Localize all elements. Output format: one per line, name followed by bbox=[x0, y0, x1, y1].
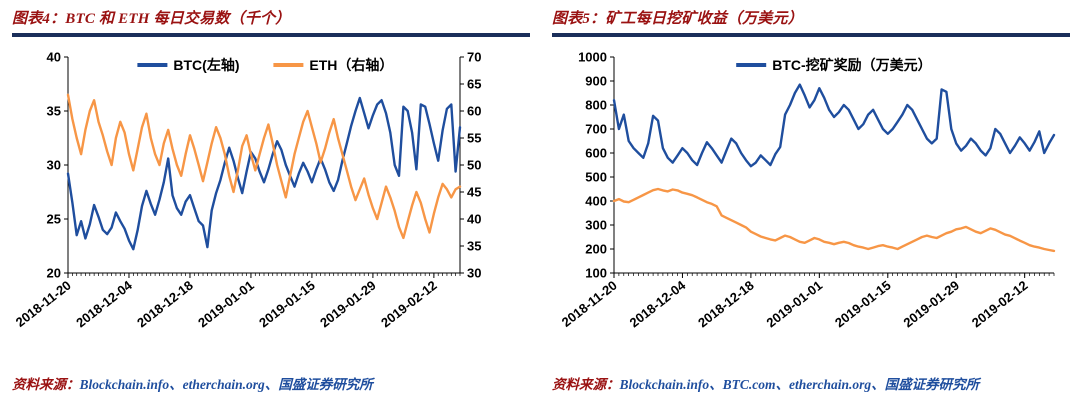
svg-text:2018-11-20: 2018-11-20 bbox=[559, 278, 620, 330]
svg-text:2019-01-01: 2019-01-01 bbox=[764, 278, 826, 331]
svg-text:40: 40 bbox=[47, 50, 61, 65]
svg-text:100: 100 bbox=[585, 266, 607, 281]
svg-text:2019-01-01: 2019-01-01 bbox=[195, 278, 257, 331]
svg-text:2018-12-04: 2018-12-04 bbox=[73, 277, 135, 330]
svg-text:2019-01-15: 2019-01-15 bbox=[256, 278, 318, 331]
panel-figure-4: 图表4：BTC 和 ETH 每日交易数（千个） 20 25 30 35 40 30 35 40… bbox=[12, 11, 530, 393]
svg-text:25: 25 bbox=[47, 212, 61, 227]
svg-text:2019-01-15: 2019-01-15 bbox=[832, 278, 894, 331]
svg-text:600: 600 bbox=[585, 146, 607, 161]
svg-text:800: 800 bbox=[585, 98, 607, 113]
svg-text:35: 35 bbox=[467, 239, 481, 254]
svg-text:2019-02-12: 2019-02-12 bbox=[378, 278, 440, 331]
source-label: 资料来源： bbox=[12, 377, 80, 392]
svg-text:2018-11-20: 2018-11-20 bbox=[13, 278, 74, 330]
source-line: 资料来源：Blockchain.info、BTC.com、etherchain.… bbox=[552, 373, 979, 393]
svg-text:BTC-挖矿奖励（万美元）: BTC-挖矿奖励（万美元） bbox=[772, 57, 931, 73]
miner-daily-revenue-chart: 100 200 300 400 500 600 700 800 900 1000 2018-11-2… bbox=[559, 50, 1056, 331]
svg-text:65: 65 bbox=[467, 77, 481, 92]
svg-text:1000: 1000 bbox=[578, 50, 607, 65]
svg-text:30: 30 bbox=[467, 266, 481, 281]
svg-text:BTC(左轴): BTC(左轴) bbox=[173, 57, 239, 73]
svg-text:300: 300 bbox=[585, 218, 607, 233]
panel-figure-5: 图表5：矿工每日挖矿收益（万美元） 100 200 300 400 500 600 700 8… bbox=[540, 0, 1080, 401]
svg-text:40: 40 bbox=[467, 212, 481, 227]
svg-text:2019-01-29: 2019-01-29 bbox=[900, 278, 962, 331]
svg-text:2018-12-18: 2018-12-18 bbox=[134, 278, 196, 331]
svg-text:60: 60 bbox=[467, 104, 481, 119]
title-divider bbox=[12, 33, 530, 37]
source-text: Blockchain.info、BTC.com、etherchain.org、国… bbox=[619, 377, 980, 392]
chart-title-figure-5: 图表5：矿工每日挖矿收益（万美元） bbox=[552, 11, 803, 27]
svg-text:200: 200 bbox=[585, 242, 607, 257]
svg-text:30: 30 bbox=[47, 158, 61, 173]
svg-text:35: 35 bbox=[47, 104, 61, 119]
svg-text:2019-02-12: 2019-02-12 bbox=[969, 278, 1031, 331]
svg-text:2018-12-04: 2018-12-04 bbox=[627, 277, 689, 330]
svg-text:55: 55 bbox=[467, 131, 481, 146]
svg-text:70: 70 bbox=[467, 50, 481, 65]
svg-text:2019-01-29: 2019-01-29 bbox=[317, 278, 379, 331]
svg-text:400: 400 bbox=[585, 194, 607, 209]
svg-text:45: 45 bbox=[467, 185, 481, 200]
svg-text:700: 700 bbox=[585, 122, 607, 137]
source-line: 资料来源：Blockchain.info、etherchain.org、国盛证券… bbox=[12, 373, 373, 393]
svg-text:900: 900 bbox=[585, 74, 607, 89]
source-label: 资料来源： bbox=[552, 377, 620, 392]
svg-text:ETH（右轴）: ETH（右轴） bbox=[309, 57, 393, 73]
svg-text:2018-12-18: 2018-12-18 bbox=[695, 278, 757, 331]
title-divider bbox=[552, 33, 1070, 37]
chart-title-figure-4: 图表4：BTC 和 ETH 每日交易数（千个） bbox=[12, 11, 291, 27]
source-text: Blockchain.info、etherchain.org、国盛证券研究所 bbox=[79, 377, 373, 392]
svg-text:50: 50 bbox=[467, 158, 481, 173]
svg-text:20: 20 bbox=[47, 266, 61, 281]
svg-text:500: 500 bbox=[585, 170, 607, 185]
